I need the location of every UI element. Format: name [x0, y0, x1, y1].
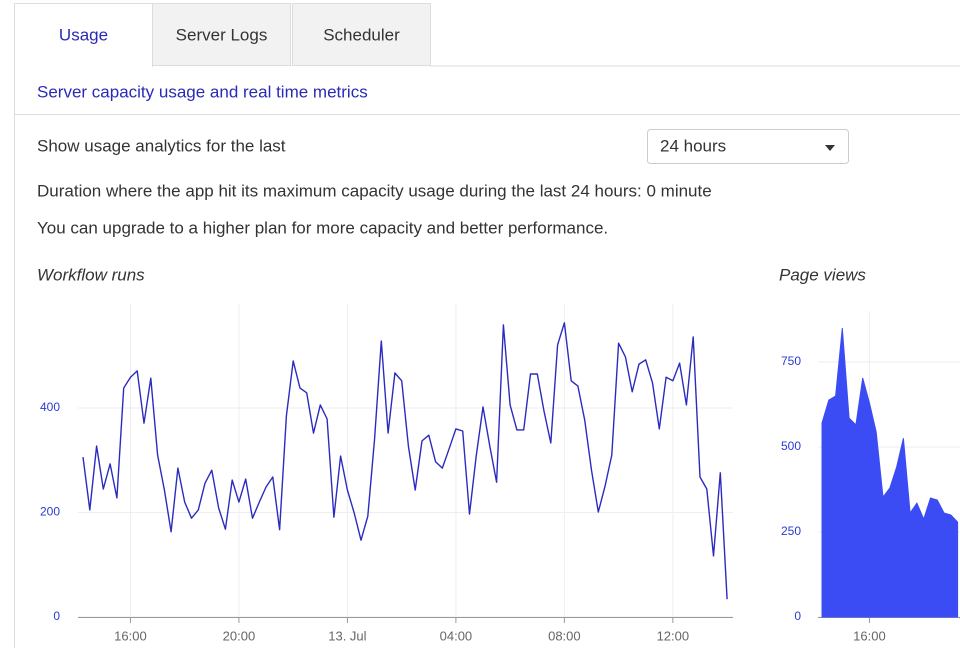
y-tick-label: 400	[40, 400, 60, 414]
capacity-message: Duration where the app hit its maximum c…	[37, 181, 712, 200]
y-tick-label: 200	[40, 505, 60, 519]
select-arrow	[825, 145, 835, 151]
y-tick-label: 500	[781, 439, 801, 453]
y-tick-label: 0	[794, 609, 801, 623]
filter-label: Show usage analytics for the last	[37, 136, 286, 155]
x-tick-label: 12:00	[657, 628, 690, 643]
x-tick-label: 08:00	[548, 628, 581, 643]
area-series	[821, 327, 959, 618]
tab-label: Usage	[59, 25, 108, 44]
section-title: Server capacity usage and real time metr…	[37, 82, 368, 101]
line-series	[82, 322, 728, 600]
y-tick-label: 250	[781, 524, 801, 538]
x-tick-label: 04:00	[440, 628, 473, 643]
upgrade-message: You can upgrade to a higher plan for mor…	[37, 218, 608, 237]
x-tick-label: 13. Jul	[328, 628, 366, 643]
x-tick-label: 16:00	[853, 628, 886, 643]
y-tick-label: 750	[781, 354, 801, 368]
tab-active-cover	[15, 64, 152, 68]
chart-title: Page views	[779, 265, 866, 284]
tab-label: Server Logs	[176, 25, 268, 44]
range-select-value: 24 hours	[660, 136, 726, 155]
x-tick-label: 16:00	[114, 628, 147, 643]
tab-label: Scheduler	[323, 25, 400, 44]
range-select[interactable]	[647, 129, 849, 164]
y-tick-label: 0	[53, 609, 60, 623]
chart-title: Workflow runs	[37, 265, 145, 284]
tab[interactable]	[292, 3, 431, 66]
x-tick-label: 20:00	[223, 628, 256, 643]
tab[interactable]	[152, 3, 291, 66]
